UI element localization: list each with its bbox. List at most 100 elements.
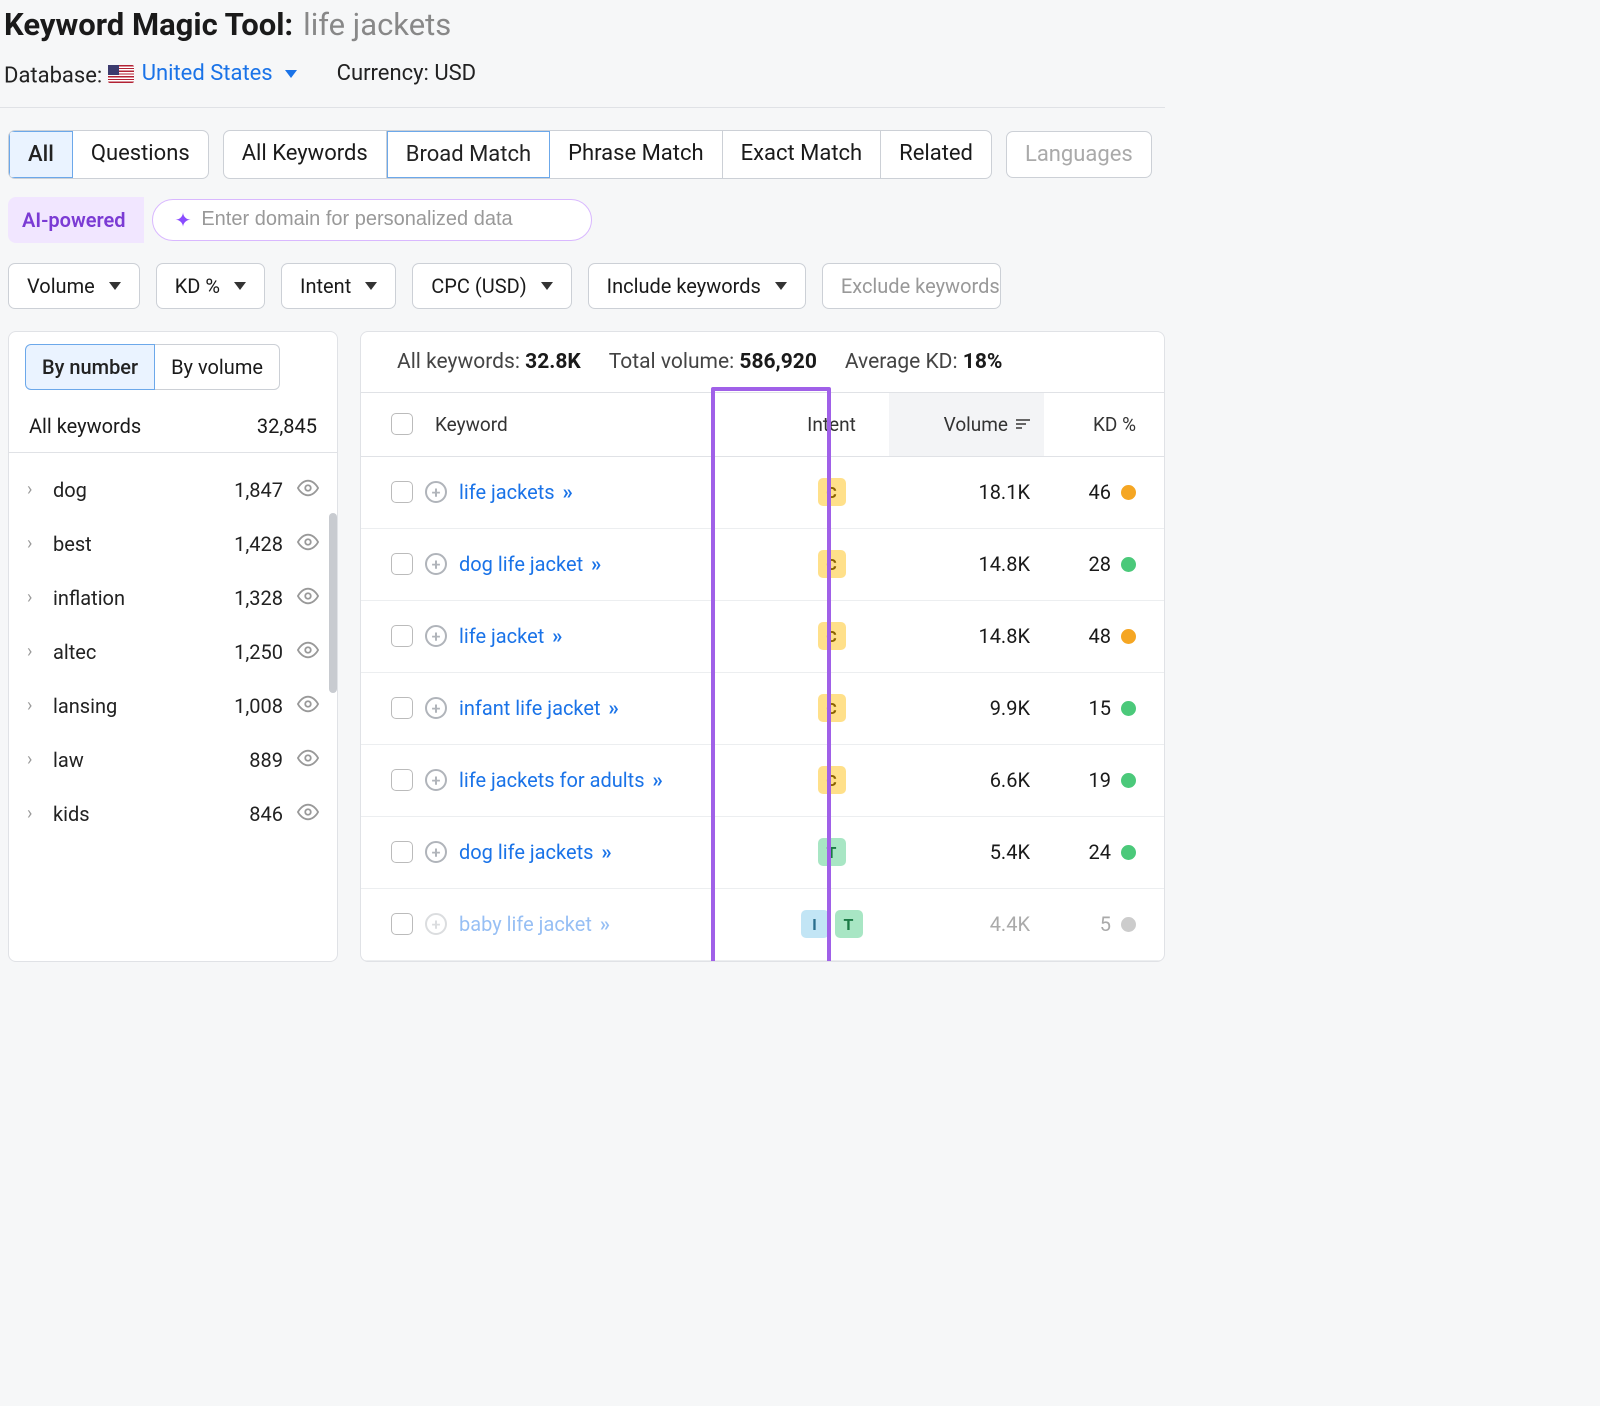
group-label: law — [53, 748, 235, 772]
intent-badge-c: C — [818, 478, 846, 506]
col-volume[interactable]: Volume — [889, 393, 1044, 456]
tab-group-match: All KeywordsBroad MatchPhrase MatchExact… — [223, 130, 992, 179]
keyword-expand-icon[interactable]: ›› — [563, 480, 571, 504]
kd-difficulty-dot — [1121, 845, 1136, 860]
row-checkbox[interactable] — [391, 841, 413, 863]
keyword-expand-icon[interactable]: ›› — [591, 552, 599, 576]
title-query: life jackets — [303, 6, 451, 43]
keyword-link[interactable]: life jacket — [459, 624, 544, 648]
row-checkbox[interactable] — [391, 769, 413, 791]
row-checkbox[interactable] — [391, 481, 413, 503]
chevron-right-icon: › — [27, 749, 39, 770]
kd-difficulty-dot — [1121, 701, 1136, 716]
filter-include-keywords[interactable]: Include keywords — [588, 263, 806, 309]
eye-icon[interactable] — [297, 531, 319, 557]
sort-tab-by-number[interactable]: By number — [25, 344, 155, 390]
eye-icon[interactable] — [297, 585, 319, 611]
sidebar-scrollbar[interactable] — [329, 513, 337, 1113]
keyword-expand-icon[interactable]: ›› — [653, 768, 661, 792]
col-intent[interactable]: Intent — [774, 393, 889, 456]
keyword-expand-icon[interactable]: ›› — [552, 624, 560, 648]
eye-icon[interactable] — [297, 801, 319, 827]
intent-badge-c: C — [818, 766, 846, 794]
kd-difficulty-dot — [1121, 773, 1136, 788]
group-label: lansing — [53, 694, 220, 718]
keyword-group-law[interactable]: ›law889 — [9, 733, 337, 787]
group-count: 1,847 — [234, 478, 283, 502]
ai-domain-input-wrap[interactable]: ✦ — [152, 199, 592, 241]
keyword-link[interactable]: baby life jacket — [459, 912, 592, 936]
chevron-down-icon — [285, 70, 297, 78]
keyword-link[interactable]: infant life jacket — [459, 696, 601, 720]
keyword-link[interactable]: life jackets for adults — [459, 768, 645, 792]
keyword-expand-icon[interactable]: ›› — [600, 912, 608, 936]
table-row: +dog life jacket ››C14.8K28 — [361, 529, 1164, 601]
keyword-group-dog[interactable]: ›dog1,847 — [9, 463, 337, 517]
ai-domain-input[interactable] — [201, 208, 568, 231]
keyword-group-best[interactable]: ›best1,428 — [9, 517, 337, 571]
kd-value: 15 — [1089, 696, 1111, 720]
table-row: +dog life jackets ››T5.4K24 — [361, 817, 1164, 889]
add-keyword-icon[interactable]: + — [425, 553, 447, 575]
tab-exact-match[interactable]: Exact Match — [723, 131, 882, 178]
select-all-checkbox[interactable] — [391, 413, 413, 435]
keyword-expand-icon[interactable]: ›› — [601, 840, 609, 864]
add-keyword-icon[interactable]: + — [425, 481, 447, 503]
tab-languages[interactable]: Languages — [1007, 132, 1151, 177]
eye-icon[interactable] — [297, 639, 319, 665]
tab-questions[interactable]: Questions — [73, 131, 208, 178]
row-checkbox[interactable] — [391, 553, 413, 575]
volume-value: 14.8K — [889, 534, 1044, 594]
keyword-link[interactable]: dog life jackets — [459, 840, 593, 864]
all-keywords-count: 32,845 — [257, 414, 317, 438]
chevron-down-icon — [234, 282, 246, 290]
keyword-link[interactable]: life jackets — [459, 480, 555, 504]
keyword-group-kids[interactable]: ›kids846 — [9, 787, 337, 841]
tab-all-keywords[interactable]: All Keywords — [224, 131, 387, 178]
ai-powered-badge: AI-powered — [8, 197, 144, 243]
chevron-right-icon: › — [27, 695, 39, 716]
table-row: +life jackets for adults ››C6.6K19 — [361, 745, 1164, 817]
keyword-group-altec[interactable]: ›altec1,250 — [9, 625, 337, 679]
sort-tab-by-volume[interactable]: By volume — [155, 344, 280, 390]
all-keywords-label: All keywords — [29, 414, 141, 438]
filter-intent[interactable]: Intent — [281, 263, 396, 309]
filter-volume[interactable]: Volume — [8, 263, 140, 309]
kd-value: 48 — [1089, 624, 1111, 648]
filter-exclude-keywords[interactable]: Exclude keywords — [822, 263, 1001, 309]
keyword-link[interactable]: dog life jacket — [459, 552, 583, 576]
keyword-group-lansing[interactable]: ›lansing1,008 — [9, 679, 337, 733]
add-keyword-icon[interactable]: + — [425, 697, 447, 719]
database-selector[interactable]: Database: United States — [4, 61, 297, 89]
add-keyword-icon[interactable]: + — [425, 841, 447, 863]
database-label: Database: — [4, 64, 102, 89]
add-keyword-icon[interactable]: + — [425, 769, 447, 791]
currency-label: Currency: USD — [337, 61, 476, 89]
keyword-group-inflation[interactable]: ›inflation1,328 — [9, 571, 337, 625]
filter-kd-[interactable]: KD % — [156, 263, 265, 309]
col-keyword[interactable]: Keyword — [435, 413, 508, 436]
add-keyword-icon[interactable]: + — [425, 625, 447, 647]
tab-phrase-match[interactable]: Phrase Match — [550, 131, 722, 178]
tab-related[interactable]: Related — [881, 131, 991, 178]
eye-icon[interactable] — [297, 747, 319, 773]
eye-icon[interactable] — [297, 693, 319, 719]
group-label: inflation — [53, 586, 220, 610]
row-checkbox[interactable] — [391, 913, 413, 935]
keyword-expand-icon[interactable]: ›› — [609, 696, 617, 720]
intent-badge-i: I — [801, 910, 829, 938]
filter-cpc-usd-[interactable]: CPC (USD) — [412, 263, 571, 309]
group-count: 1,328 — [234, 586, 283, 610]
add-keyword-icon[interactable]: + — [425, 913, 447, 935]
eye-icon[interactable] — [297, 477, 319, 503]
intent-badge-c: C — [818, 694, 846, 722]
row-checkbox[interactable] — [391, 697, 413, 719]
table-row: +baby life jacket ››IT4.4K5 — [361, 889, 1164, 961]
kd-value: 46 — [1089, 480, 1111, 504]
col-kd[interactable]: KD % — [1044, 393, 1164, 456]
tab-all[interactable]: All — [9, 131, 73, 178]
summary-all-value: 32.8K — [525, 350, 581, 374]
tab-group-lang: Languages — [1006, 131, 1152, 178]
tab-broad-match[interactable]: Broad Match — [387, 131, 550, 178]
row-checkbox[interactable] — [391, 625, 413, 647]
